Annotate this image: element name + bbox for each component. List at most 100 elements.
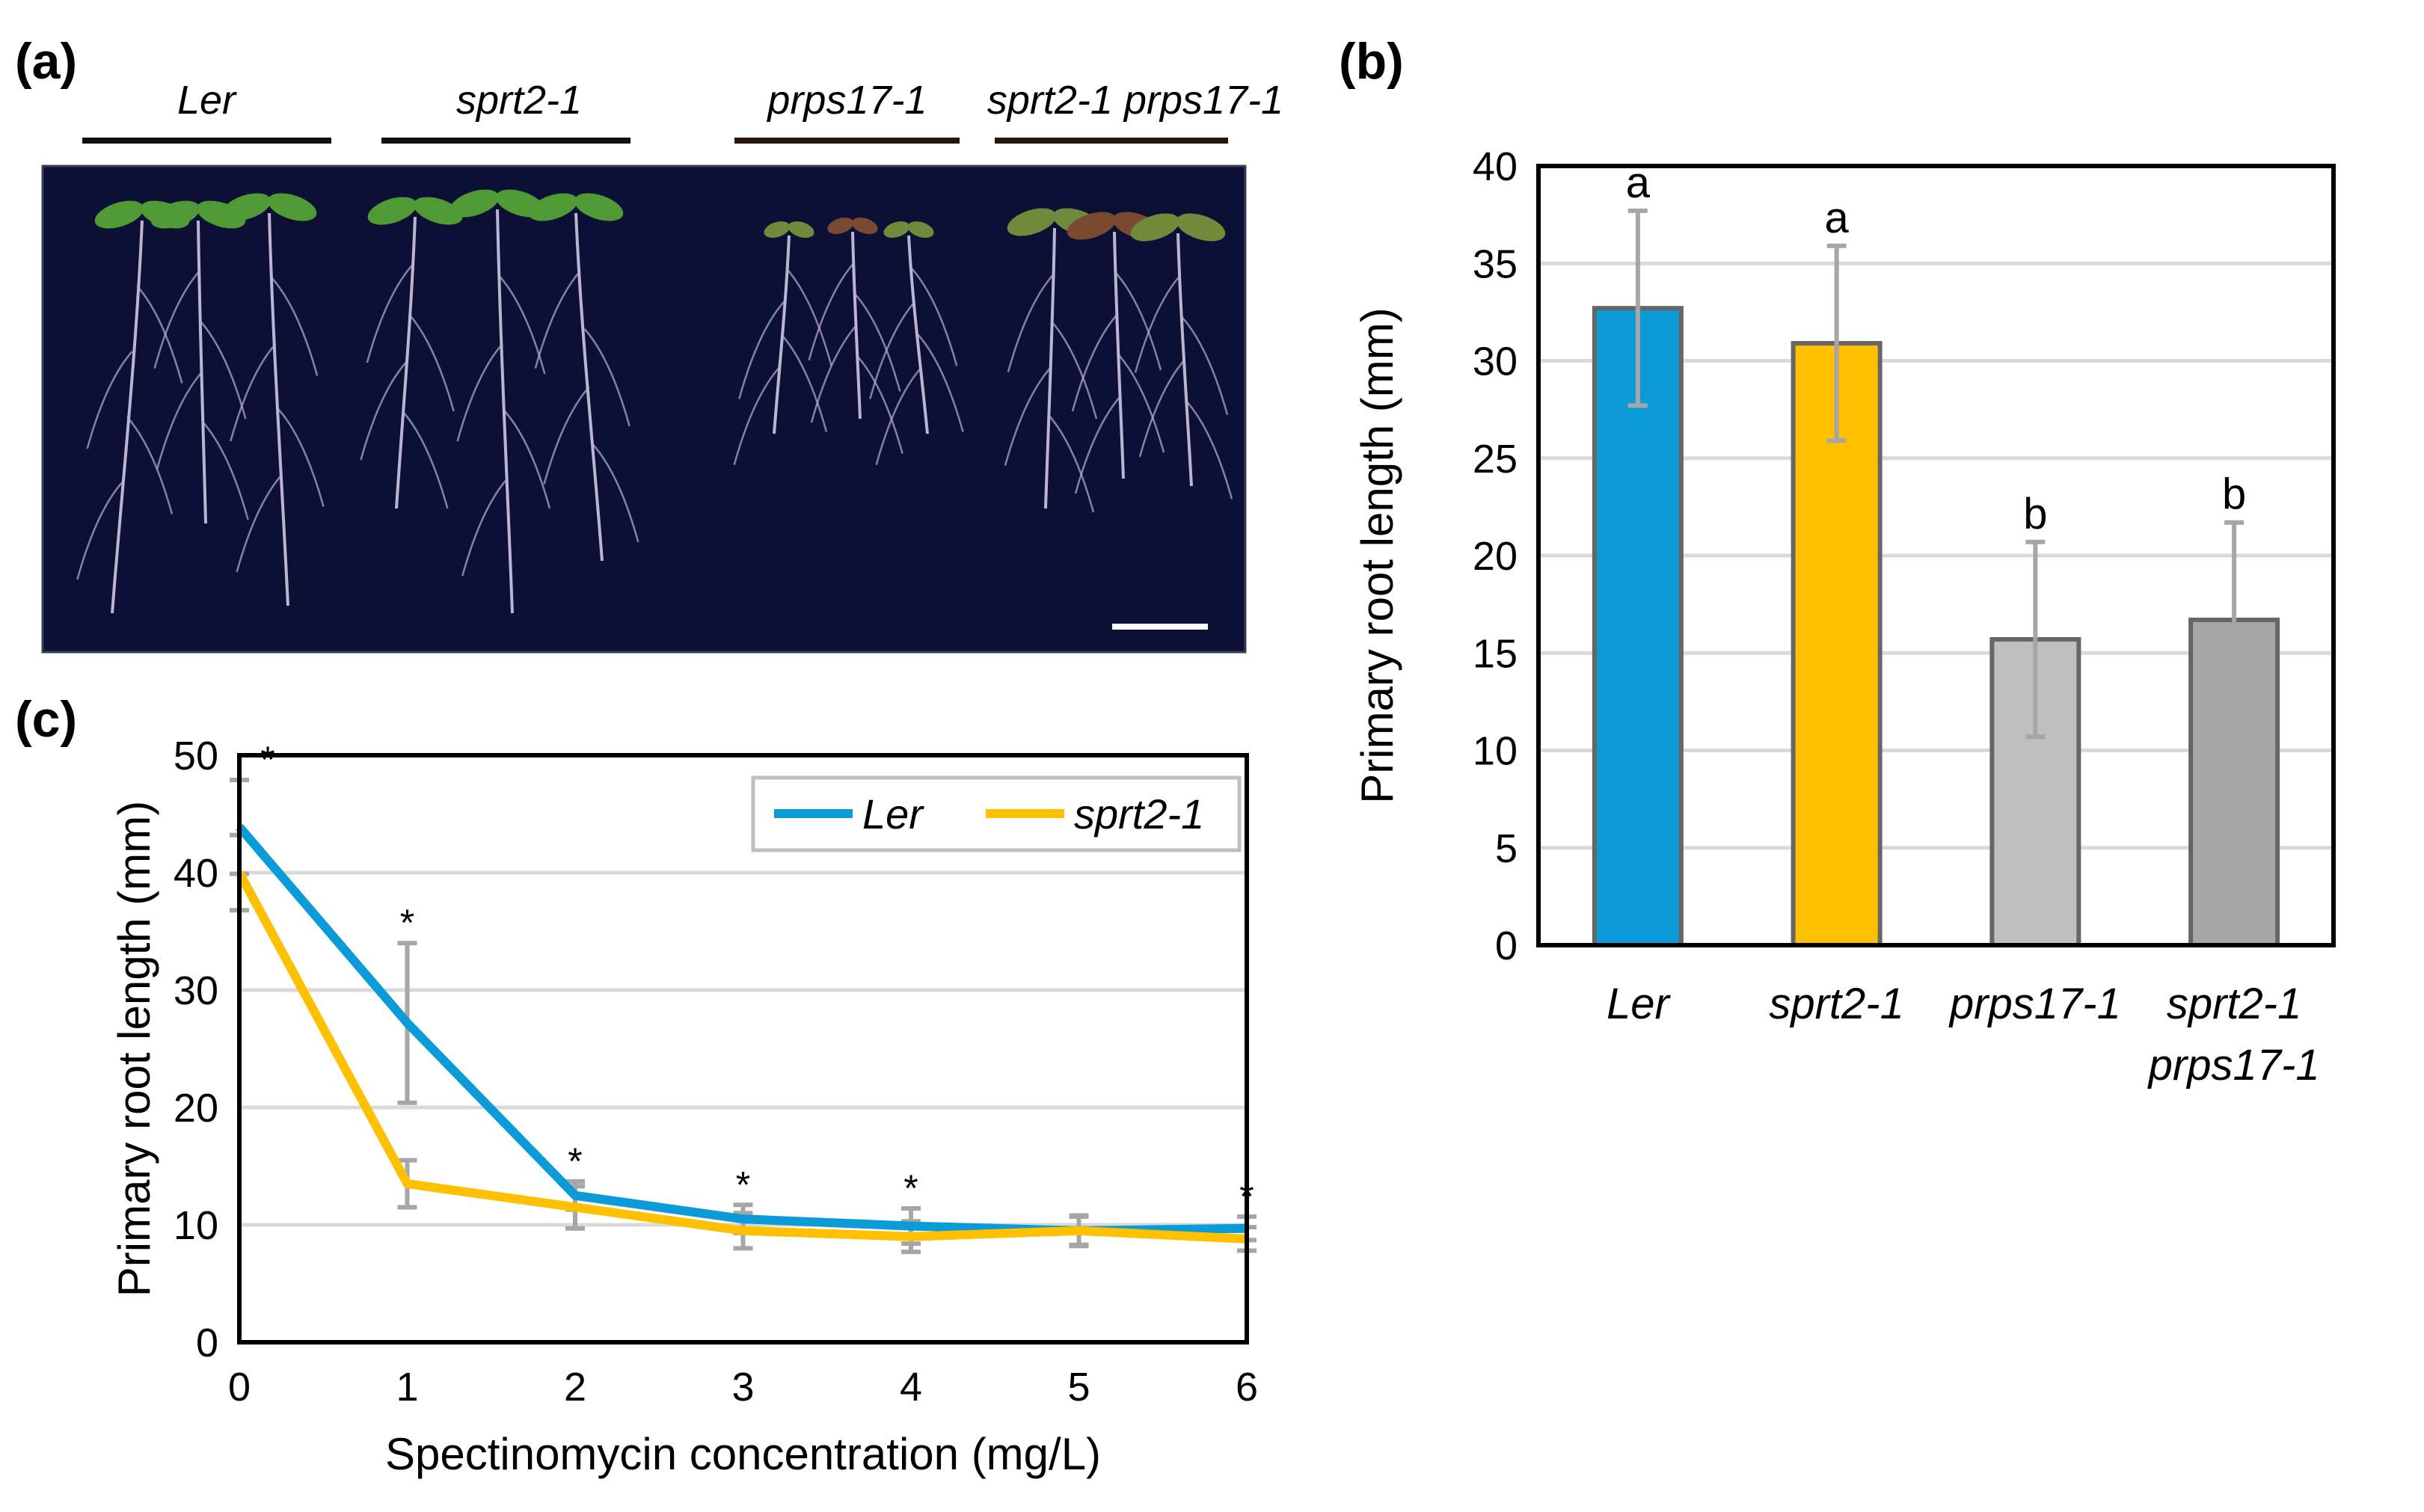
primary-root bbox=[907, 235, 929, 434]
b-significance-letter: b bbox=[2023, 490, 2047, 538]
b-significance-letter: a bbox=[1824, 194, 1849, 242]
c-x-tick-label: 5 bbox=[1067, 1365, 1090, 1410]
lateral-root bbox=[271, 277, 319, 376]
b-y-tick-label: 35 bbox=[1473, 242, 1518, 286]
c-x-tick-label: 2 bbox=[564, 1365, 586, 1410]
lateral-root bbox=[1007, 274, 1054, 372]
lateral-root bbox=[504, 411, 551, 509]
lateral-root bbox=[456, 343, 503, 442]
primary-root bbox=[574, 212, 604, 562]
lateral-root bbox=[202, 422, 249, 520]
c-y-tick-label: 30 bbox=[174, 968, 218, 1013]
c-y-tick-label: 50 bbox=[174, 734, 218, 778]
b-category-label: sprt2-1 bbox=[2167, 980, 2302, 1028]
lateral-root bbox=[583, 328, 630, 427]
b-y-tick-label: 30 bbox=[1473, 339, 1518, 384]
seedling-cotyledons bbox=[94, 189, 1226, 242]
cotyledon bbox=[1007, 208, 1057, 236]
primary-root bbox=[197, 220, 207, 524]
b-y-tick-label: 40 bbox=[1473, 144, 1518, 189]
c-x-tick-label: 3 bbox=[731, 1365, 754, 1410]
cotyledon bbox=[528, 193, 578, 221]
lateral-root bbox=[360, 362, 407, 461]
lateral-root bbox=[810, 325, 857, 423]
lateral-root bbox=[499, 276, 546, 375]
lateral-root bbox=[1134, 274, 1181, 373]
cotyledon bbox=[574, 193, 624, 221]
genotype-headers: Ler sprt2-1 prps17-1 sprt2-1 prps17-1 bbox=[82, 78, 1283, 144]
b-significance-letters: aab b bbox=[1626, 159, 2247, 538]
lateral-root bbox=[461, 478, 509, 577]
cotyledon bbox=[827, 217, 854, 235]
primary-root bbox=[111, 220, 144, 614]
c-x-tick-labels: 0 1 2 3 4 5 6 bbox=[228, 1365, 1258, 1410]
c-x-axis-label: Spectinomycin concentration (mg/L) bbox=[385, 1429, 1101, 1479]
cotyledon bbox=[1176, 213, 1226, 242]
c-legend-label: Ler bbox=[862, 790, 924, 838]
c-asterisk: * bbox=[260, 739, 274, 781]
c-x-tick-label: 6 bbox=[1236, 1365, 1258, 1410]
lateral-root bbox=[200, 321, 247, 420]
b-y-tick-label: 5 bbox=[1495, 826, 1518, 871]
b-y-tick-labels: 0 5 10 15 20 25 30 35 40 bbox=[1473, 144, 1518, 968]
b-category-label: prps17-1 bbox=[1948, 980, 2121, 1028]
lateral-root bbox=[1186, 401, 1233, 500]
photo-background bbox=[41, 165, 1247, 654]
primary-root bbox=[496, 209, 514, 614]
lateral-root bbox=[856, 355, 903, 455]
c-x-tick-label: 4 bbox=[900, 1365, 922, 1410]
b-category-label: prps17-1 bbox=[2147, 1041, 2320, 1090]
cotyledon bbox=[1067, 212, 1117, 240]
seedling-roots bbox=[76, 209, 1233, 614]
lateral-root bbox=[230, 343, 277, 442]
b-y-tick-label: 10 bbox=[1473, 729, 1518, 774]
c-y-axis-label: Primary root length (mm) bbox=[109, 801, 159, 1297]
c-y-tick-label: 10 bbox=[174, 1203, 218, 1248]
primary-root bbox=[395, 216, 417, 509]
c-asterisk: * bbox=[400, 902, 414, 944]
b-bars bbox=[1592, 306, 2280, 948]
panel-b-label: (b) bbox=[1339, 33, 1404, 90]
c-legend-label: sprt2-1 bbox=[1074, 790, 1204, 838]
panel-a-label: (a) bbox=[15, 33, 77, 90]
cotyledon bbox=[788, 221, 814, 239]
b-y-axis-label: Primary root length (mm) bbox=[1352, 307, 1402, 803]
lateral-root bbox=[1118, 354, 1165, 453]
cotyledon bbox=[1130, 213, 1180, 242]
lateral-root bbox=[733, 366, 780, 466]
lateral-root bbox=[86, 351, 133, 449]
c-legend: Ler sprt2-1 bbox=[751, 775, 1242, 852]
c-asterisks: **** * * bbox=[260, 739, 1254, 1217]
b-bar bbox=[1791, 341, 1883, 947]
c-y-tick-labels: 0 10 20 30 40 50 bbox=[174, 734, 218, 1365]
b-category-label: Ler bbox=[1607, 980, 1672, 1028]
cotyledon bbox=[907, 221, 934, 239]
b-bar bbox=[1592, 306, 1684, 948]
lateral-root bbox=[1071, 313, 1118, 412]
c-asterisk: * bbox=[568, 1140, 582, 1182]
lateral-root bbox=[76, 482, 123, 580]
lateral-root bbox=[277, 408, 325, 507]
panel-c-label: (c) bbox=[15, 691, 77, 748]
lateral-root bbox=[781, 334, 828, 432]
c-y-tick-label: 40 bbox=[174, 851, 218, 896]
lateral-root bbox=[1115, 272, 1162, 371]
lateral-root bbox=[1004, 367, 1051, 466]
c-series-line-sprt2 bbox=[235, 870, 1248, 1244]
b-category-labels: Ler sprt2-1 prps17-1 sprt2-1 prps17-1 bbox=[1607, 980, 2320, 1090]
c-asterisk: * bbox=[903, 1167, 918, 1209]
b-error-bars bbox=[1627, 208, 2244, 740]
cotyledon bbox=[367, 197, 417, 225]
b-y-tick-label: 15 bbox=[1473, 631, 1518, 676]
cotyledon bbox=[150, 200, 200, 229]
lateral-root bbox=[156, 371, 203, 470]
c-y-tick-label: 0 bbox=[196, 1321, 218, 1365]
lateral-root bbox=[153, 270, 200, 369]
c-asterisk: * bbox=[736, 1164, 750, 1205]
lateral-root bbox=[366, 265, 413, 363]
lateral-root bbox=[808, 262, 855, 361]
cotyledon bbox=[413, 197, 463, 225]
